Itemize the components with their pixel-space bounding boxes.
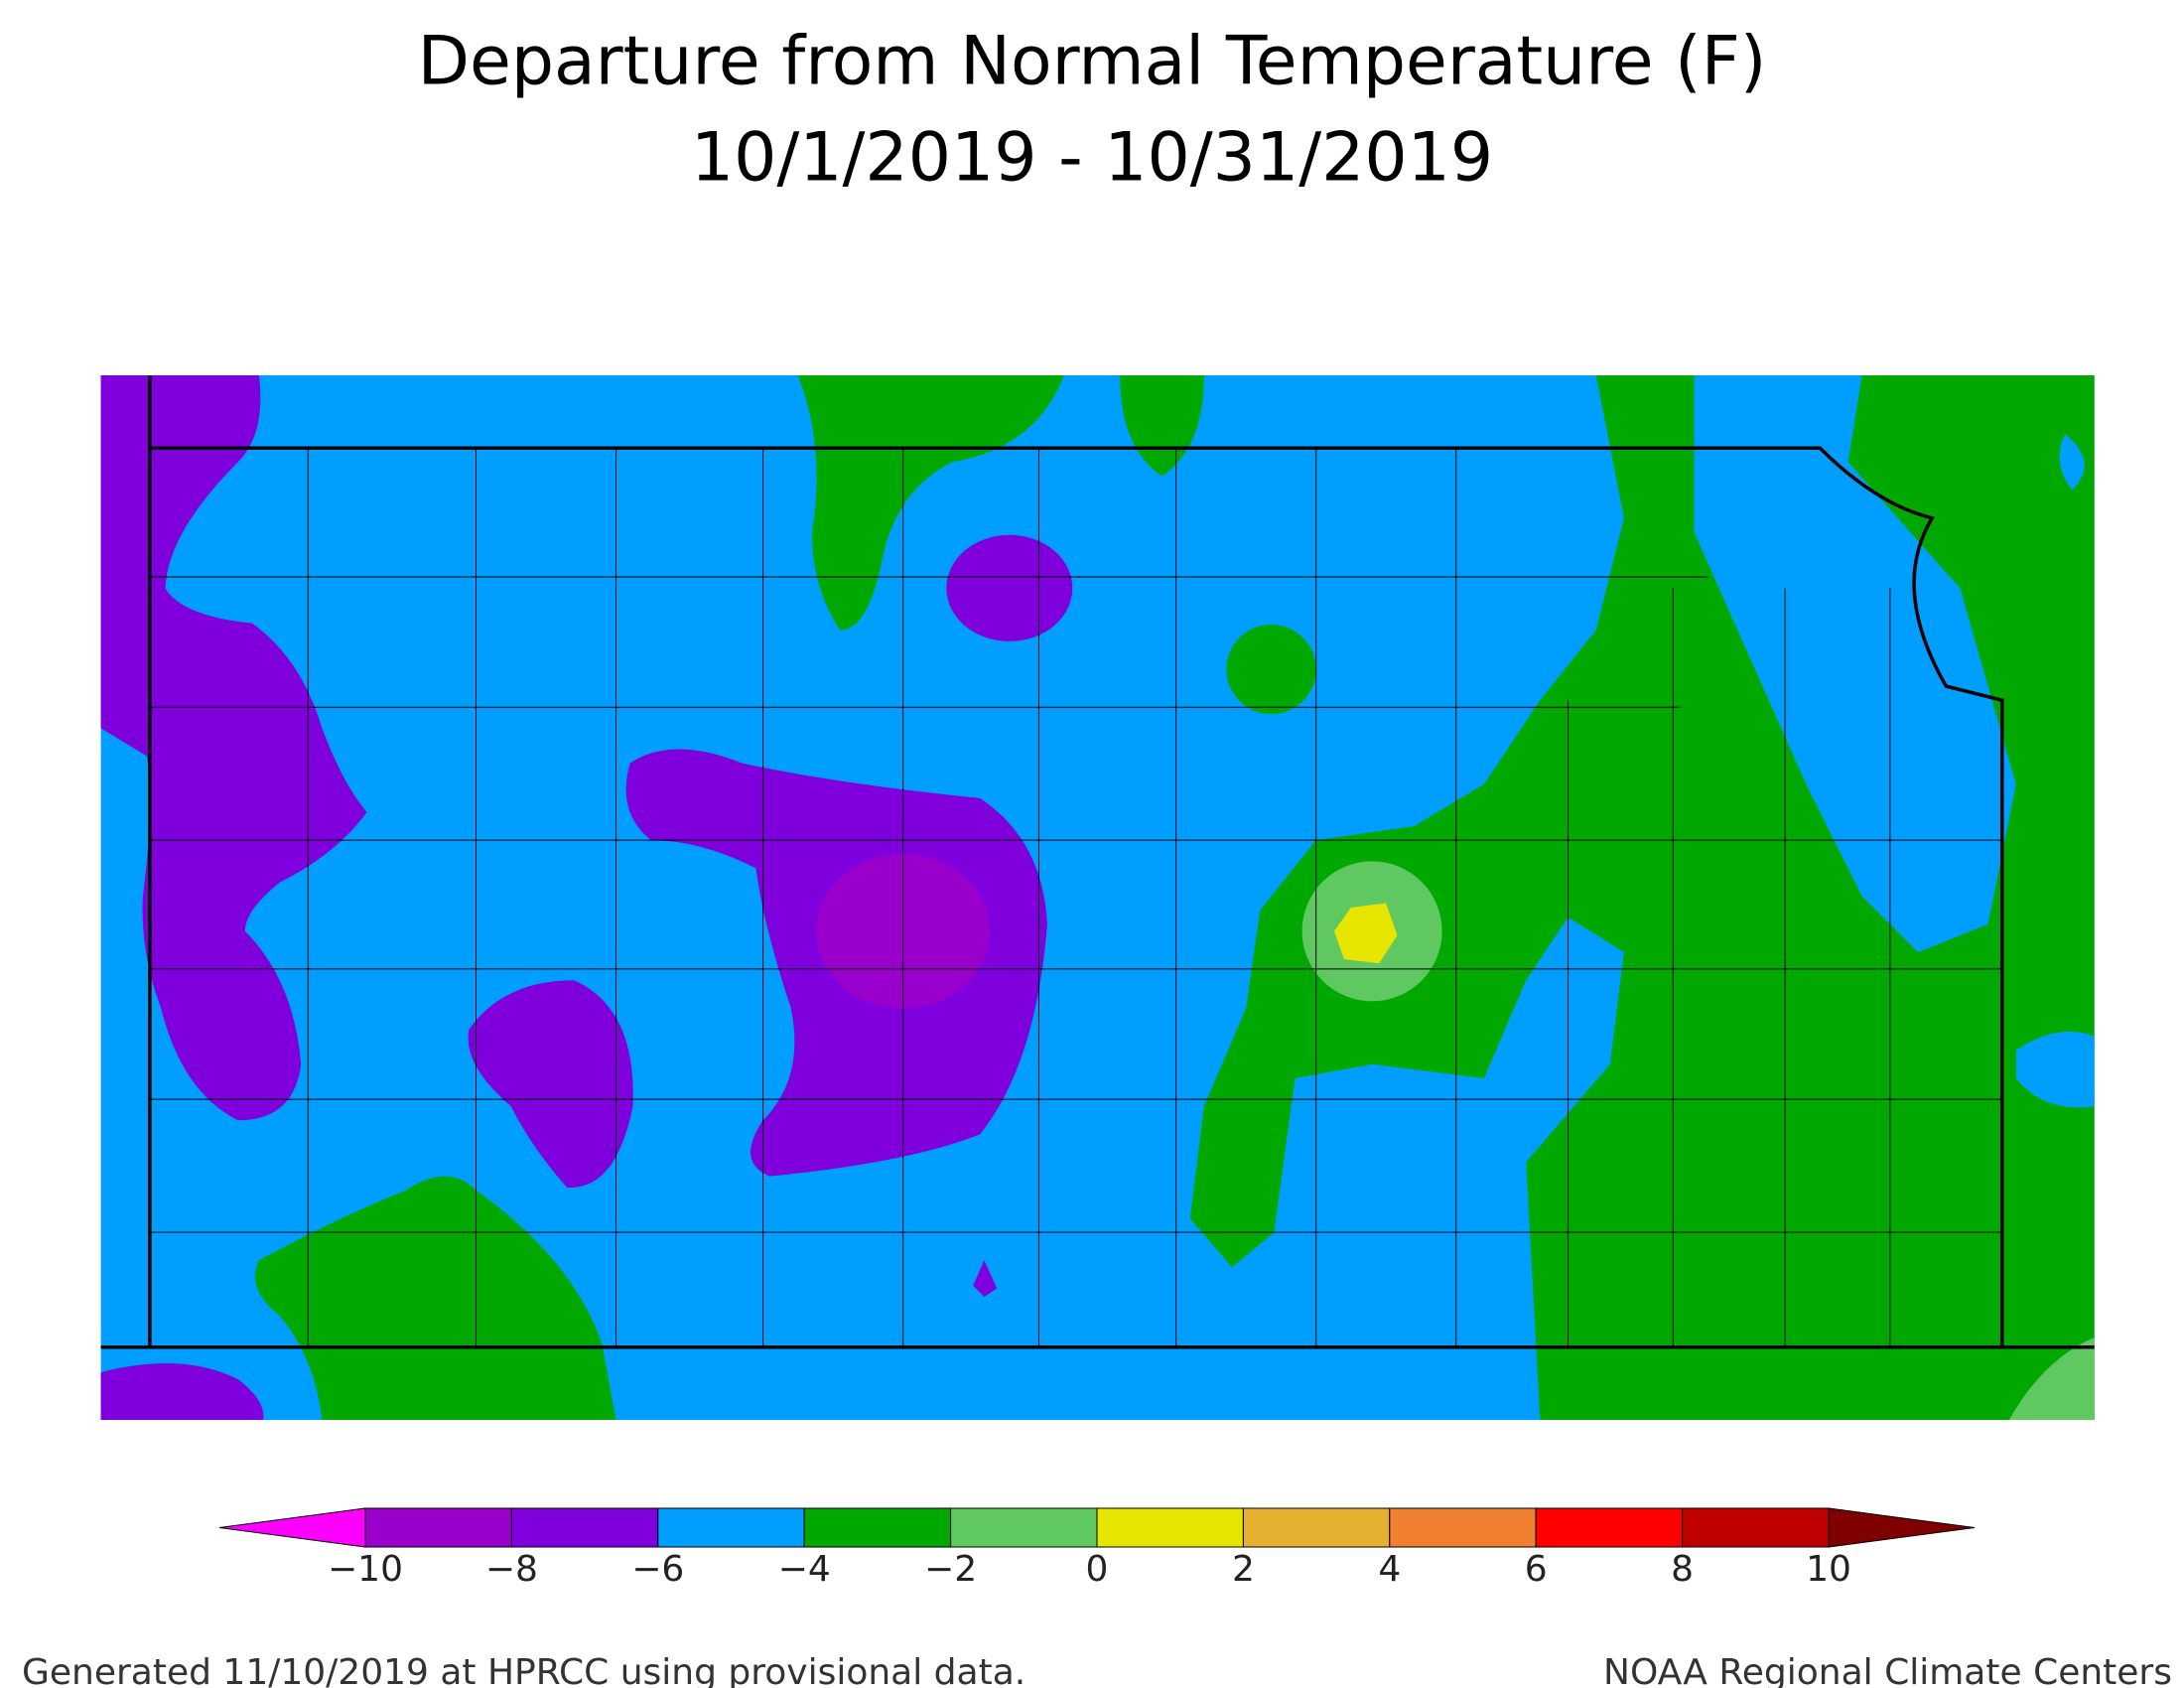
colorbar-segment [1096, 1507, 1244, 1548]
colorbar-segment [1535, 1507, 1684, 1548]
colorbar-tick-label: −6 [631, 1549, 684, 1590]
colorbar-segment [510, 1507, 659, 1548]
map-subtitle: 10/1/2019 - 10/31/2019 [691, 119, 1493, 198]
region-fill [1334, 903, 1398, 964]
footer-credit: NOAA Regional Climate Centers [1603, 1652, 2172, 1688]
footer-note: Generated 11/10/2019 at HPRCC using prov… [22, 1652, 1025, 1688]
colorbar-tick-label: −2 [924, 1549, 977, 1590]
colorbar-tick-label: 10 [1806, 1549, 1851, 1590]
colorbar-segment [364, 1507, 512, 1548]
state-border [100, 374, 2095, 1349]
colorbar-tick-label: 8 [1671, 1549, 1694, 1590]
colorbar-below [218, 1507, 366, 1548]
map [100, 374, 2095, 1421]
colorbar-segment [1389, 1507, 1537, 1548]
colorbar-tick-label: 6 [1525, 1549, 1548, 1590]
region-fill [1189, 374, 2095, 1421]
colorbar-tick-label: −10 [328, 1549, 403, 1590]
colorbar-segment [1242, 1507, 1391, 1548]
colorbar-tick-label: −4 [778, 1549, 831, 1590]
colorbar-tick-label: 0 [1086, 1549, 1109, 1590]
county-lines [149, 448, 2002, 1347]
colorbar-above [1828, 1507, 1976, 1548]
colorbar-segment [1682, 1507, 1830, 1548]
region-fill [100, 374, 367, 1121]
region-fill [797, 374, 1204, 631]
colorbar-tick-label: 2 [1232, 1549, 1255, 1590]
region-fill [2015, 434, 2095, 1108]
region-fill [946, 534, 1073, 641]
region-fill [1226, 624, 1316, 715]
colorbar-tick-label: −8 [485, 1549, 538, 1590]
colorbar-tick-label: 4 [1378, 1549, 1401, 1590]
colorbar-segment [657, 1507, 805, 1548]
colorbar-segment [803, 1507, 952, 1548]
region-fill [100, 1260, 998, 1421]
colorbar: −10 −8 −6 −4 −2 0 2 4 6 8 10 [218, 1507, 1976, 1590]
region-fill [468, 980, 633, 1189]
colorbar-segment [950, 1507, 1098, 1548]
region-fill [254, 1176, 616, 1421]
map-title: Departure from Normal Temperature (F) [418, 23, 1767, 101]
region-fill [2008, 1336, 2095, 1421]
